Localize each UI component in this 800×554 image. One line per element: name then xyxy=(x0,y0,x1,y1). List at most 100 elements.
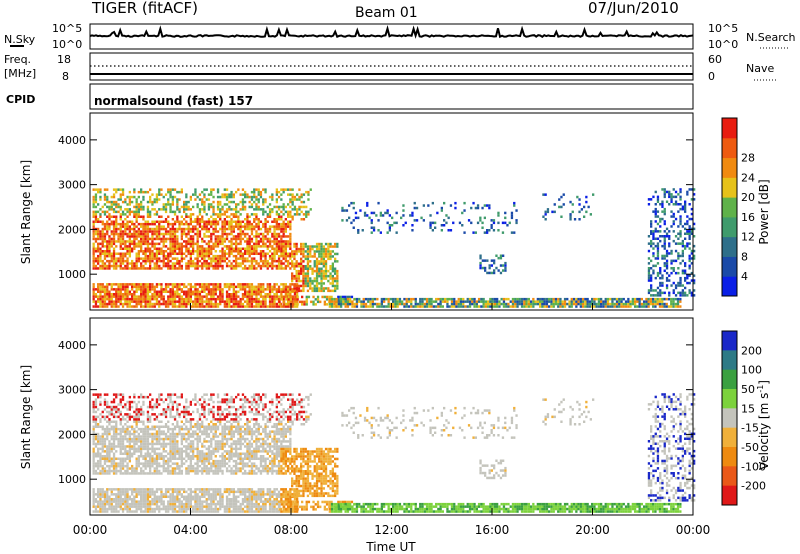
heatmap-cell xyxy=(282,230,285,233)
heatmap-cell xyxy=(124,498,127,501)
heatmap-cell xyxy=(99,235,102,238)
heatmap-cell xyxy=(214,262,217,265)
heatmap-cell xyxy=(647,297,650,301)
heatmap-cell xyxy=(108,237,111,241)
heatmap-cell xyxy=(146,267,150,270)
heatmap-cell xyxy=(295,277,298,280)
heatmap-cell xyxy=(273,242,276,246)
heatmap-cell xyxy=(346,305,350,308)
heatmap-cell xyxy=(216,259,220,263)
heatmap-cell xyxy=(230,267,233,270)
heatmap-cell xyxy=(241,288,245,291)
heatmap-cell xyxy=(160,247,163,250)
heatmap-cell xyxy=(158,283,161,286)
heatmap-cell xyxy=(282,242,285,246)
heatmap-cell xyxy=(681,244,684,248)
heatmap-cell xyxy=(106,259,109,263)
heatmap-cell xyxy=(149,267,152,270)
heatmap-cell xyxy=(353,305,356,308)
heatmap-cell xyxy=(255,288,258,291)
heatmap-cell xyxy=(280,193,283,196)
heatmap-cell xyxy=(468,302,472,306)
heatmap-cell xyxy=(284,250,287,253)
heatmap-cell xyxy=(679,207,682,211)
heatmap-cell xyxy=(248,237,251,241)
heatmap-cell xyxy=(212,200,215,204)
heatmap-cell xyxy=(304,277,307,280)
heatmap-cell xyxy=(167,264,170,268)
heatmap-cell xyxy=(631,302,634,306)
heatmap-cell xyxy=(135,232,138,236)
heatmap-cell xyxy=(144,283,147,286)
heatmap-cell xyxy=(327,287,330,290)
heatmap-cell xyxy=(144,252,147,255)
heatmap-cell xyxy=(289,285,292,289)
heatmap-cell xyxy=(214,507,217,511)
heatmap-cell xyxy=(595,305,598,308)
heatmap-cell xyxy=(198,498,202,501)
heatmap-cell xyxy=(313,277,316,280)
heatmap-cell xyxy=(369,297,372,301)
heatmap-cell xyxy=(176,235,179,238)
heatmap-cell xyxy=(280,283,283,286)
heatmap-cell xyxy=(135,507,138,511)
heatmap-cell xyxy=(239,257,242,260)
heatmap-cell xyxy=(131,498,134,501)
heatmap-cell xyxy=(180,495,183,498)
heatmap-cell xyxy=(284,210,287,214)
heatmap-cell xyxy=(94,195,98,199)
heatmap-cell xyxy=(246,213,249,216)
heatmap-cell xyxy=(661,281,664,285)
heatmap-cell xyxy=(106,297,109,301)
heatmap-cell xyxy=(97,188,100,191)
heatmap-cell xyxy=(110,257,113,260)
heatmap-cell xyxy=(443,201,446,205)
heatmap-cell xyxy=(400,216,403,220)
heatmap-cell xyxy=(169,505,172,508)
heatmap-cell xyxy=(232,267,235,270)
heatmap-cell xyxy=(296,488,299,491)
heatmap-cell xyxy=(581,305,585,308)
heatmap-cell xyxy=(169,205,172,209)
heatmap-cell xyxy=(160,237,163,241)
heatmap-cell xyxy=(554,302,558,306)
heatmap-cell xyxy=(160,240,163,243)
heatmap-cell xyxy=(246,305,249,308)
heatmap-cell xyxy=(275,295,278,298)
heatmap-cell xyxy=(124,490,127,494)
heatmap-cell xyxy=(306,250,310,253)
heatmap-cell xyxy=(212,213,215,216)
heatmap-cell xyxy=(257,488,260,491)
heatmap-cell xyxy=(137,285,140,289)
heatmap-cell xyxy=(255,242,258,246)
heatmap-cell xyxy=(207,510,211,513)
heatmap-cell xyxy=(264,297,267,301)
heatmap-cell xyxy=(94,472,98,475)
heatmap-cell xyxy=(353,297,356,301)
heatmap-cell xyxy=(232,498,235,501)
heatmap-cell xyxy=(686,242,689,245)
heatmap-cell xyxy=(133,264,136,268)
heatmap-cell xyxy=(488,204,491,207)
heatmap-cell xyxy=(225,488,229,491)
heatmap-cell xyxy=(393,221,396,225)
heatmap-cell xyxy=(126,210,129,214)
heatmap-cell xyxy=(647,302,650,306)
heatmap-cell xyxy=(545,302,549,306)
heatmap-cell xyxy=(248,267,251,270)
heatmap-cell xyxy=(330,297,334,301)
heatmap-cell xyxy=(246,225,249,228)
heatmap-cell xyxy=(244,225,247,228)
heatmap-cell xyxy=(171,493,174,496)
heatmap-cell xyxy=(492,229,496,232)
heatmap-cell xyxy=(119,247,122,250)
heatmap-cell xyxy=(336,260,339,263)
heatmap-cell xyxy=(101,507,104,511)
heatmap-cell xyxy=(490,264,493,267)
heatmap-cell xyxy=(573,218,577,221)
heatmap-cell xyxy=(101,297,104,301)
heatmap-cell xyxy=(210,222,213,226)
heatmap-cell xyxy=(146,213,150,216)
heatmap-cell xyxy=(313,269,316,273)
heatmap-cell xyxy=(183,285,186,289)
